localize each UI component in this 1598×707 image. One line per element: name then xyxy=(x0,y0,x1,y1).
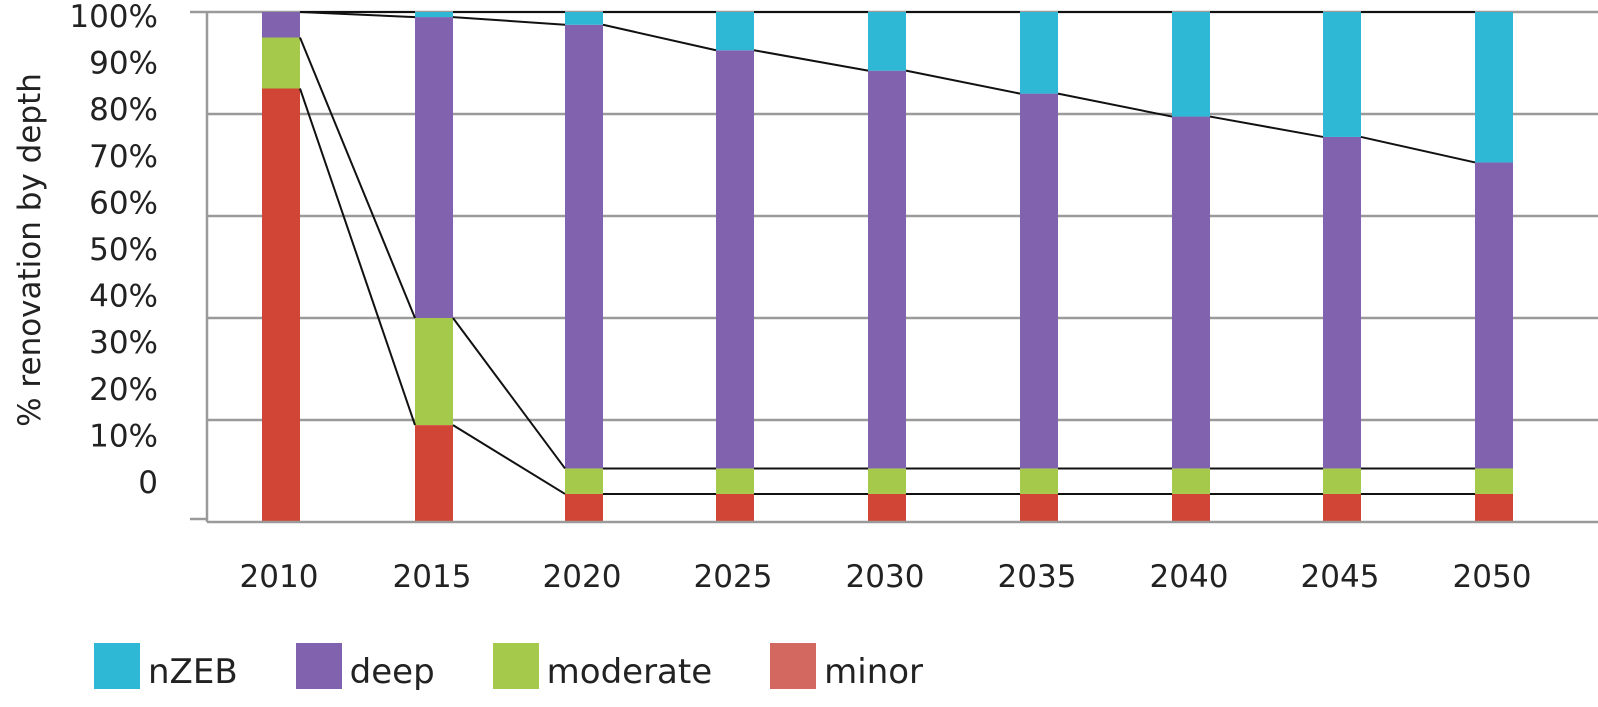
x-tick-label: 2025 xyxy=(694,559,773,595)
x-tick-label: 2010 xyxy=(240,559,319,595)
connector-lines xyxy=(299,11,1476,495)
connector-line xyxy=(452,424,566,495)
y-tick-label: 70% xyxy=(89,139,158,175)
x-tick-label: 2020 xyxy=(543,559,622,595)
y-tick-label: 50% xyxy=(89,232,158,268)
bar-segment-nzeb xyxy=(1020,12,1058,94)
connector-line xyxy=(299,88,416,426)
connector-line xyxy=(602,23,717,52)
bar-segment-deep xyxy=(262,12,300,38)
bar-segment-deep xyxy=(565,24,603,469)
connector-line xyxy=(299,37,416,319)
bar-segment-moderate xyxy=(565,468,603,494)
bar-segment-nzeb xyxy=(1323,12,1361,137)
bar-segment-minor xyxy=(415,425,453,522)
bar-segment-minor xyxy=(716,493,754,522)
connector-line xyxy=(452,317,566,470)
x-tick-label: 2015 xyxy=(393,559,472,595)
bar-segment-deep xyxy=(1475,162,1513,469)
bar-segment-deep xyxy=(415,17,453,318)
y-tick-label: 30% xyxy=(89,325,158,361)
x-tick-label: 2035 xyxy=(998,559,1077,595)
bar-segment-nzeb xyxy=(565,12,603,25)
x-tick-label: 2045 xyxy=(1301,559,1380,595)
x-tick-labels: 2010 2015 2020 2025 2030 2035 2040 2045 2050 xyxy=(240,559,1532,595)
bar-segment-nzeb xyxy=(716,12,754,51)
connector-line xyxy=(753,49,869,72)
bar-segment-moderate xyxy=(415,318,453,426)
bar-segment-nzeb xyxy=(1172,12,1210,117)
bar-segment-moderate xyxy=(1020,468,1058,494)
bar-segment-deep xyxy=(1323,136,1361,469)
bar-segment-moderate xyxy=(1172,468,1210,494)
connector-line xyxy=(1057,92,1173,118)
legend-label: nZEB xyxy=(148,652,238,692)
connector-line xyxy=(1209,115,1324,138)
bar-segment-deep xyxy=(716,50,754,469)
legend-item-moderate: moderate xyxy=(492,643,712,692)
legend-swatch xyxy=(770,643,817,689)
bar-segment-minor xyxy=(1323,493,1361,522)
bar-segment-deep xyxy=(1172,116,1210,469)
bar-segment-moderate xyxy=(262,37,300,89)
y-tick-label: 0 xyxy=(138,465,158,501)
legend-item-minor: minor xyxy=(770,643,923,692)
connector-line xyxy=(905,69,1021,95)
bar-segment-minor xyxy=(1475,493,1513,522)
bar-segment-deep xyxy=(868,70,906,469)
bar-segment-nzeb xyxy=(1475,12,1513,163)
bar-segment-moderate xyxy=(1475,468,1513,494)
y-axis-label: % renovation by depth xyxy=(12,73,48,427)
y-tick-label: 90% xyxy=(89,46,158,82)
y-tick-label: 80% xyxy=(89,92,158,128)
bar-segment-moderate xyxy=(868,468,906,494)
legend-swatch xyxy=(295,643,342,689)
y-tick-label: 100% xyxy=(69,0,158,35)
legend-swatch xyxy=(94,643,140,689)
axes xyxy=(190,10,1598,524)
bar-segment-moderate xyxy=(1323,468,1361,494)
bar-segment-moderate xyxy=(716,468,754,494)
legend-swatch xyxy=(492,643,539,689)
bar-segment-minor xyxy=(868,493,906,522)
y-tick-label: 60% xyxy=(89,185,158,221)
legend-label: minor xyxy=(824,652,924,692)
connector-line xyxy=(452,16,566,26)
x-tick-label: 2030 xyxy=(846,559,925,595)
bars xyxy=(262,12,1513,522)
x-tick-label: 2050 xyxy=(1453,559,1532,595)
x-tick-label: 2040 xyxy=(1150,559,1229,595)
y-tick-label: 10% xyxy=(89,418,158,454)
legend-item-deep: deep xyxy=(295,643,435,692)
y-tick-label: 20% xyxy=(89,372,158,408)
y-tick-label: 40% xyxy=(89,279,158,315)
legend-label: deep xyxy=(349,652,435,692)
connector-line xyxy=(1360,135,1476,164)
legend-item-nzeb: nZEB xyxy=(94,643,238,692)
bar-segment-minor xyxy=(262,88,300,522)
y-tick-labels: 0 10% 20% 30% 40% 50% 60% 70% 80% 90% 100% xyxy=(69,0,158,501)
bar-segment-nzeb xyxy=(415,12,453,18)
bar-segment-minor xyxy=(565,493,603,522)
bar-segment-minor xyxy=(1172,493,1210,522)
bar-segment-deep xyxy=(1020,93,1058,469)
legend-label: moderate xyxy=(546,652,713,692)
bar-segment-nzeb xyxy=(868,12,906,71)
legend: nZEB deep moderate minor xyxy=(94,642,981,692)
bar-segment-minor xyxy=(1020,493,1058,522)
